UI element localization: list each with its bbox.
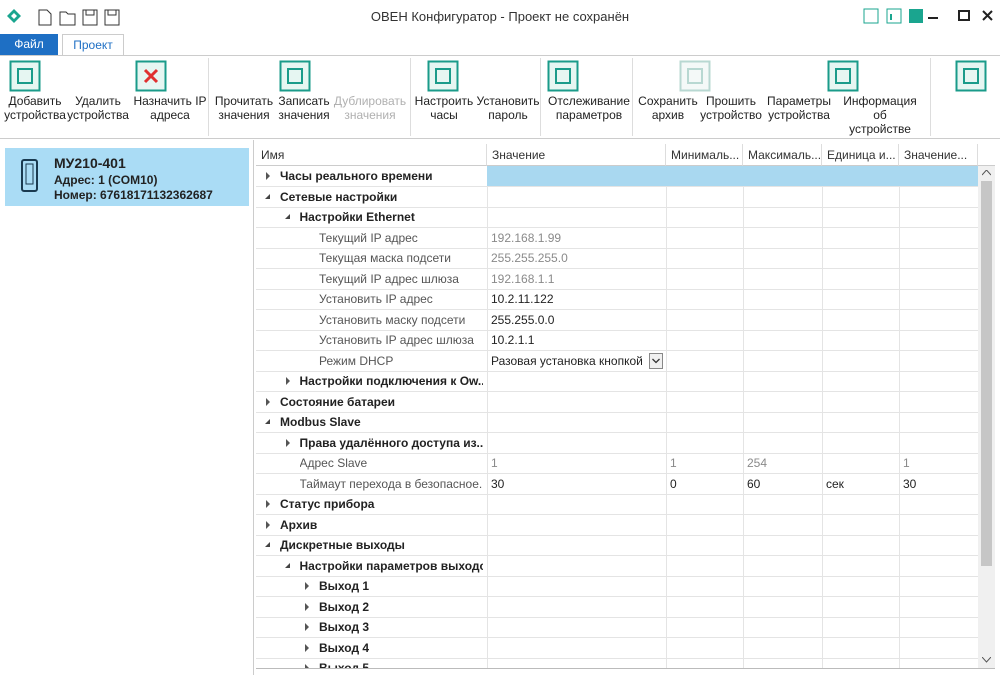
expand-arrow[interactable] bbox=[284, 377, 292, 385]
property-name: Настройки параметров выходов bbox=[300, 556, 484, 576]
grid-row[interactable]: Установить IP адрес 10.2.11.122 bbox=[256, 289, 978, 310]
property-default: 30 bbox=[903, 474, 976, 494]
grid-row[interactable]: Выход 1 bbox=[256, 576, 978, 597]
column-header[interactable]: Имя bbox=[256, 144, 487, 166]
property-name: Адрес Slave bbox=[300, 453, 484, 473]
expand-arrow[interactable] bbox=[264, 398, 272, 406]
grid-row[interactable]: Настройки подключения к Ow... bbox=[256, 371, 978, 392]
expand-arrow[interactable] bbox=[303, 623, 311, 631]
collapse-arrow[interactable] bbox=[284, 562, 292, 570]
column-header[interactable]: Значение bbox=[487, 144, 666, 166]
grid-row[interactable]: Адрес Slave112541 bbox=[256, 453, 978, 474]
property-name: Права удалённого доступа из... bbox=[300, 433, 484, 453]
property-value: 192.168.1.1 bbox=[491, 269, 664, 289]
expand-arrow[interactable] bbox=[303, 603, 311, 611]
property-name: Настройки подключения к Ow... bbox=[300, 371, 484, 391]
property-name: Архив bbox=[280, 515, 483, 535]
grid-row[interactable]: Статус прибора bbox=[256, 494, 978, 515]
scroll-up[interactable] bbox=[982, 170, 991, 176]
row-selection bbox=[487, 166, 978, 186]
expand-arrow[interactable] bbox=[303, 644, 311, 652]
property-name: Выход 2 bbox=[319, 597, 483, 617]
property-value[interactable]: 10.2.11.122 bbox=[491, 289, 664, 309]
expand-arrow[interactable] bbox=[284, 439, 292, 447]
collapse-arrow[interactable] bbox=[284, 213, 292, 221]
grid-row[interactable]: Текущая маска подсети 255.255.255.0 bbox=[256, 248, 978, 269]
property-name: Состояние батареи bbox=[280, 392, 483, 412]
column-header[interactable]: Минималь... bbox=[666, 144, 743, 166]
property-min: 0 bbox=[670, 474, 741, 494]
property-name: Режим DHCP bbox=[319, 351, 483, 371]
property-name: Выход 1 bbox=[319, 576, 483, 596]
property-max: 60 bbox=[747, 474, 820, 494]
grid-row[interactable]: Архив bbox=[256, 515, 978, 536]
scroll-thumb[interactable] bbox=[981, 181, 992, 566]
column-header[interactable]: Единица и... bbox=[822, 144, 899, 166]
property-name: Текущий IP адрес bbox=[319, 228, 483, 248]
grid-row[interactable]: Выход 3 bbox=[256, 617, 978, 638]
property-value: 255.255.255.0 bbox=[491, 248, 664, 268]
grid-row[interactable]: Права удалённого доступа из... bbox=[256, 433, 978, 454]
property-value: 192.168.1.99 bbox=[491, 228, 664, 248]
property-name: Таймаут перехода в безопасное... bbox=[300, 474, 484, 494]
expand-arrow[interactable] bbox=[264, 500, 272, 508]
grid-row[interactable]: Часы реального времени bbox=[256, 166, 978, 187]
property-value[interactable]: 255.255.0.0 bbox=[491, 310, 664, 330]
column-header[interactable]: Значение... bbox=[899, 144, 978, 166]
dropdown-button[interactable] bbox=[649, 353, 663, 369]
property-value[interactable]: Разовая установка кнопкой bbox=[491, 351, 664, 371]
grid-row[interactable]: Дискретные выходы bbox=[256, 535, 978, 556]
grid-row[interactable]: Установить IP адрес шлюза 10.2.1.1 bbox=[256, 330, 978, 351]
property-name: Modbus Slave bbox=[280, 412, 483, 432]
property-name: Сетевые настройки bbox=[280, 187, 483, 207]
property-name: Установить IP адрес шлюза bbox=[319, 330, 483, 350]
collapse-arrow[interactable] bbox=[264, 193, 272, 201]
property-value[interactable]: 10.2.1.1 bbox=[491, 330, 664, 350]
property-name: Установить маску подсети bbox=[319, 310, 483, 330]
property-name: Статус прибора bbox=[280, 494, 483, 514]
grid-row[interactable]: Таймаут перехода в безопасное... 30 0 60 сек… bbox=[256, 474, 978, 495]
property-name: Текущая маска подсети bbox=[319, 248, 483, 268]
scroll-down[interactable] bbox=[982, 657, 991, 663]
expand-arrow[interactable] bbox=[264, 172, 272, 180]
grid-bottom-border bbox=[256, 668, 995, 669]
grid-row[interactable]: Состояние батареи bbox=[256, 392, 978, 413]
property-value[interactable]: 30 bbox=[491, 474, 664, 494]
property-value: 1 bbox=[491, 453, 664, 473]
grid-row[interactable]: Настройки параметров выходов bbox=[256, 556, 978, 577]
property-min: 1 bbox=[670, 453, 741, 473]
property-name: Дискретные выходы bbox=[280, 535, 483, 555]
grid-row[interactable]: Режим DHCP Разовая установка кнопкой bbox=[256, 351, 978, 372]
vertical-scrollbar[interactable] bbox=[978, 166, 995, 668]
grid-row[interactable]: Установить маску подсети 255.255.0.0 bbox=[256, 310, 978, 331]
grid-row[interactable]: Сетевые настройки bbox=[256, 187, 978, 208]
grid-row[interactable]: Настройки Ethernet bbox=[256, 207, 978, 228]
grid-row[interactable]: Текущий IP адрес шлюза 192.168.1.1 bbox=[256, 269, 978, 290]
grid-row[interactable]: Выход 4 bbox=[256, 638, 978, 659]
collapse-arrow[interactable] bbox=[264, 418, 272, 426]
property-unit: сек bbox=[826, 474, 897, 494]
property-name: Настройки Ethernet bbox=[300, 207, 484, 227]
property-name: Выход 4 bbox=[319, 638, 483, 658]
expand-arrow[interactable] bbox=[303, 582, 311, 590]
header-corner bbox=[978, 144, 995, 166]
grid-row[interactable]: Текущий IP адрес 192.168.1.99 bbox=[256, 228, 978, 249]
grid-row[interactable]: Выход 2 bbox=[256, 597, 978, 618]
grid-row[interactable]: Modbus Slave bbox=[256, 412, 978, 433]
property-name: Часы реального времени bbox=[280, 166, 483, 186]
collapse-arrow[interactable] bbox=[264, 541, 272, 549]
expand-arrow[interactable] bbox=[264, 521, 272, 529]
column-header[interactable]: Максималь... bbox=[743, 144, 822, 166]
property-name: Выход 3 bbox=[319, 617, 483, 637]
property-name: Установить IP адрес bbox=[319, 289, 483, 309]
property-max: 254 bbox=[747, 453, 820, 473]
property-default: 1 bbox=[903, 453, 976, 473]
property-name: Текущий IP адрес шлюза bbox=[319, 269, 483, 289]
